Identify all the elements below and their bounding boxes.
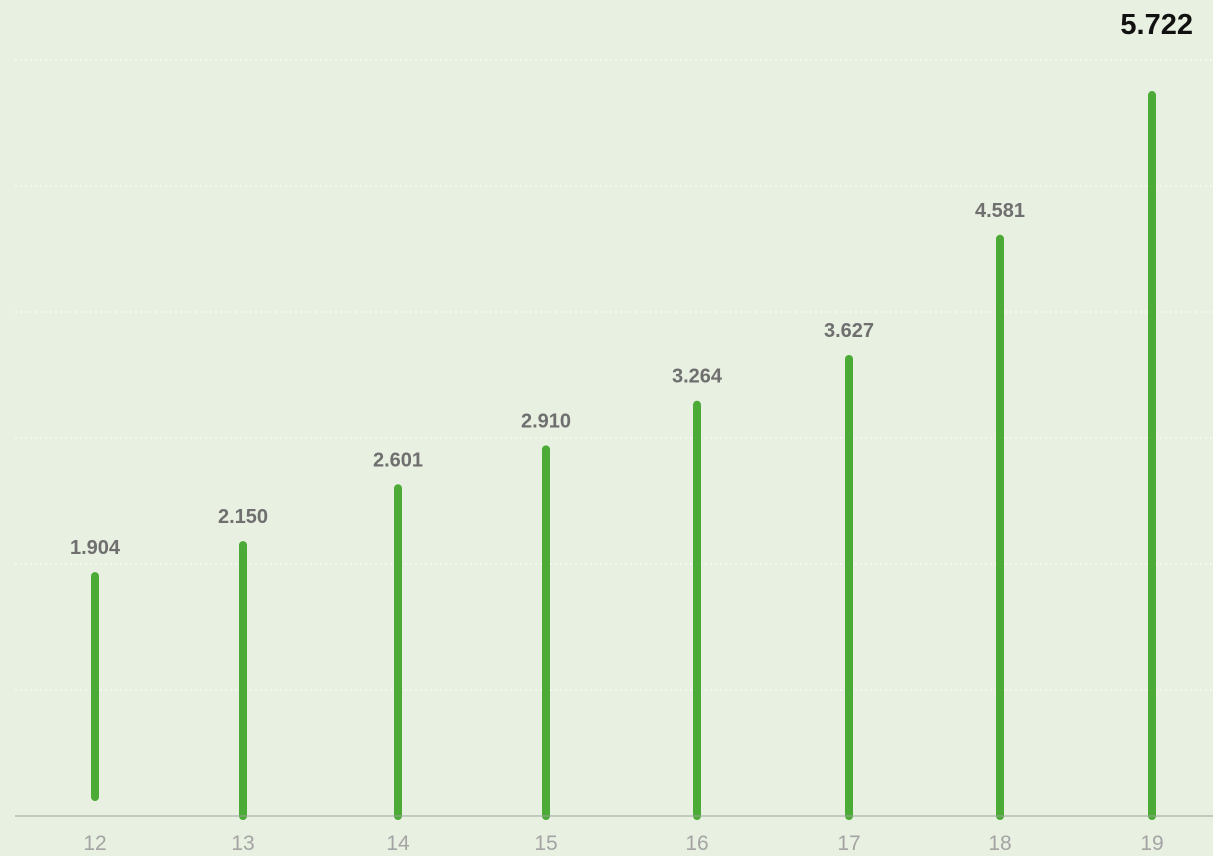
- data-label: 3.264: [672, 366, 723, 388]
- grid: [15, 59, 1213, 691]
- x-tick-label: 18: [988, 832, 1011, 855]
- data-label: 1.904: [70, 537, 121, 559]
- highlight-value-label: 5.722: [1120, 9, 1193, 41]
- data-label: 2.601: [373, 449, 423, 471]
- x-tick-label: 12: [83, 832, 106, 855]
- x-tick-label: 17: [837, 832, 860, 855]
- value-labels: 1.904 2.150 2.601 2.910 3.264 3.627 4.581 5.722: [70, 9, 1193, 559]
- x-tick-label: 19: [1140, 832, 1163, 855]
- x-tick-label: 13: [231, 832, 254, 855]
- x-axis-ticks: 12 13 14 15 16 17 18 19: [83, 832, 1163, 855]
- data-label: 3.627: [824, 320, 874, 342]
- data-label: 2.910: [521, 410, 571, 432]
- bars: [91, 91, 1156, 820]
- x-tick-label: 16: [685, 832, 708, 855]
- x-tick-label: 15: [534, 832, 557, 855]
- x-tick-label: 14: [386, 832, 410, 855]
- data-label: 4.581: [975, 200, 1025, 222]
- data-label: 2.150: [218, 506, 268, 528]
